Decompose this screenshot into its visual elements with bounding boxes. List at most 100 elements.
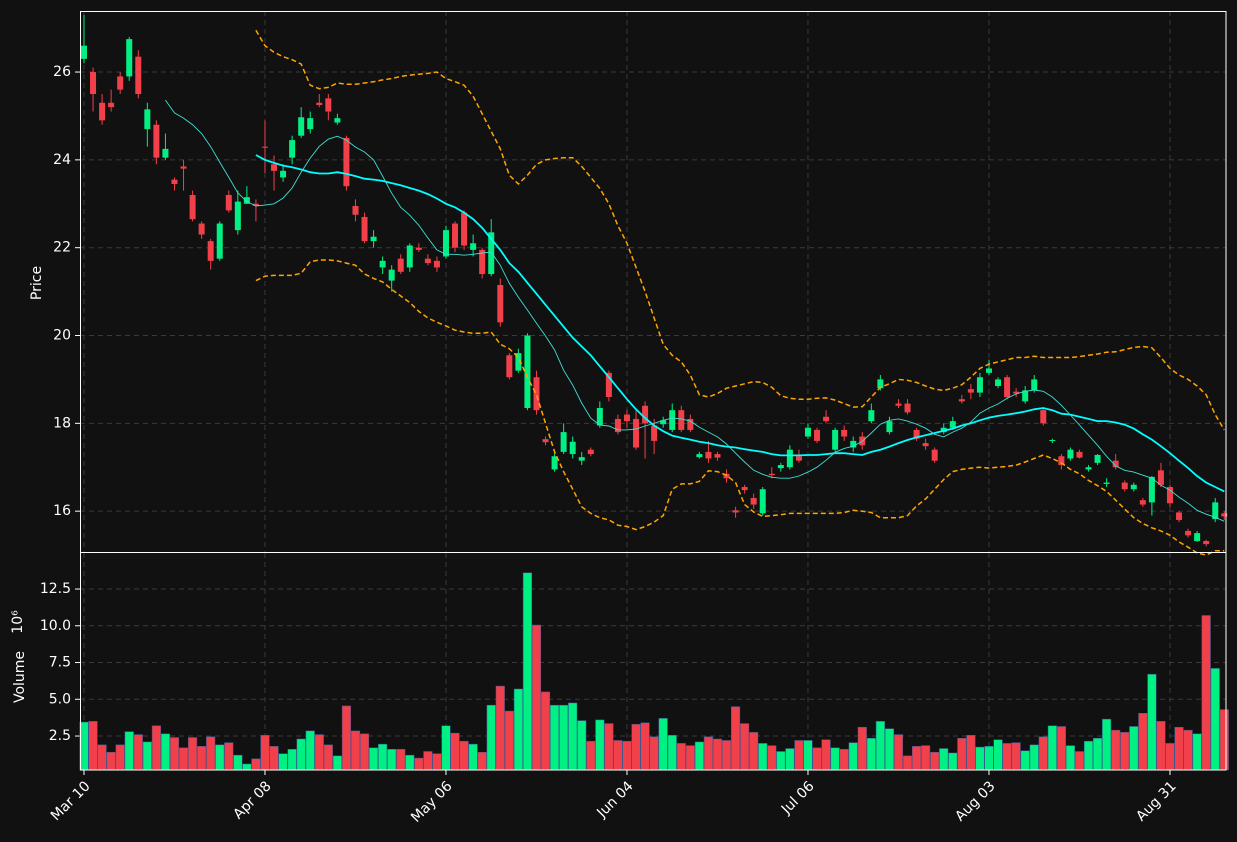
volume-bar: [332, 755, 342, 771]
candle-body: [1121, 482, 1128, 490]
candle-body: [479, 249, 486, 275]
volume-bar: [731, 706, 741, 771]
candle-body: [261, 146, 268, 148]
volume-bar: [1201, 615, 1211, 771]
candle-body: [80, 45, 87, 59]
volume-bar: [1192, 733, 1202, 771]
candle-body: [1166, 487, 1173, 504]
volume-bar: [106, 751, 116, 771]
volume-bar: [1020, 750, 1030, 771]
volume-bar: [758, 743, 768, 771]
candle-body: [1148, 476, 1155, 503]
candle-body: [252, 203, 259, 206]
candle-body: [135, 56, 142, 94]
volume-bar: [667, 735, 677, 771]
volume-bar: [215, 744, 225, 771]
volume-bar: [586, 740, 596, 771]
volume-bar: [160, 733, 170, 771]
candle-body: [515, 353, 522, 371]
candle-body: [995, 379, 1002, 387]
average-line: [165, 99, 1225, 522]
candle-body: [99, 102, 106, 121]
candle-body: [1130, 484, 1137, 490]
volume-bar: [975, 746, 985, 771]
candle-body: [1013, 391, 1020, 394]
candle-body: [198, 223, 205, 235]
volume-bar: [821, 739, 831, 771]
volume-bar: [224, 742, 234, 771]
volume-bar: [495, 685, 505, 771]
volume-bar: [785, 748, 795, 771]
volume-bar: [513, 688, 523, 771]
volume-bar: [1056, 726, 1066, 771]
candle-body: [1004, 377, 1011, 397]
volume-bar: [848, 742, 858, 771]
volume-bar: [568, 702, 578, 771]
volume-bar: [97, 744, 107, 771]
volume-bar: [260, 735, 270, 771]
candle-body: [931, 449, 938, 461]
volume-bar: [694, 741, 704, 771]
y-tick-label: 5.0: [49, 691, 71, 707]
candle-body: [1112, 460, 1119, 468]
candle-body: [1203, 541, 1210, 545]
candle-body: [1076, 451, 1083, 458]
candle-body: [542, 439, 549, 443]
candle-body: [877, 379, 884, 389]
candle-body: [406, 245, 413, 268]
volume-bar: [740, 723, 750, 771]
volume-bar: [893, 734, 904, 771]
candle-body: [361, 216, 368, 242]
volume-bar: [550, 704, 560, 771]
y-tick-label: 18: [53, 415, 71, 431]
volume-bar: [88, 721, 98, 771]
volume-bar: [531, 624, 542, 771]
volume-bar: [604, 723, 614, 771]
candle-body: [1094, 454, 1101, 463]
candle-body: [442, 230, 449, 257]
band-line: [255, 29, 1225, 431]
volume-bar: [948, 752, 958, 771]
candle-body: [234, 201, 241, 231]
volume-bar: [486, 704, 496, 771]
volume-bar: [441, 725, 451, 771]
candle-body: [298, 117, 305, 136]
candle-body: [225, 194, 232, 211]
candle-body: [823, 416, 830, 422]
volume-bar: [1111, 729, 1121, 771]
volume-bar: [930, 751, 940, 771]
volume-bar: [857, 726, 867, 771]
candle-body: [705, 451, 712, 459]
y-tick-label: 26: [53, 64, 71, 80]
volume-bar: [794, 740, 804, 771]
volume-bar: [1165, 743, 1175, 771]
volume-bar: [251, 758, 261, 771]
candle-body: [533, 377, 540, 411]
volume-axis-label: Volume: [12, 651, 28, 703]
candle-body: [669, 410, 676, 430]
y-tick-label: 10.0: [40, 618, 71, 634]
volume-scale-label: 10⁶: [10, 610, 26, 634]
candle-body: [1049, 440, 1056, 442]
average-line: [255, 154, 1225, 493]
volume-bar: [776, 751, 786, 771]
candle-body: [397, 258, 404, 272]
candle-body: [1221, 513, 1228, 517]
volume-bar: [1093, 737, 1103, 771]
candle-body: [207, 241, 214, 261]
volume-bar: [396, 749, 406, 771]
candle-body: [949, 421, 956, 428]
candle-body: [1212, 502, 1219, 520]
volume-bar: [1120, 732, 1130, 771]
volume-bar: [1183, 729, 1193, 771]
price-axis-label: Price: [29, 266, 45, 300]
volume-bar: [830, 747, 840, 771]
candle-body: [1185, 530, 1192, 536]
volume-bar: [1219, 709, 1229, 771]
volume-bar: [803, 740, 813, 771]
volume-bar: [749, 732, 759, 771]
candle-body: [153, 124, 160, 158]
candle-body: [723, 473, 730, 479]
volume-bar: [169, 737, 180, 771]
volume-bar: [921, 745, 931, 771]
